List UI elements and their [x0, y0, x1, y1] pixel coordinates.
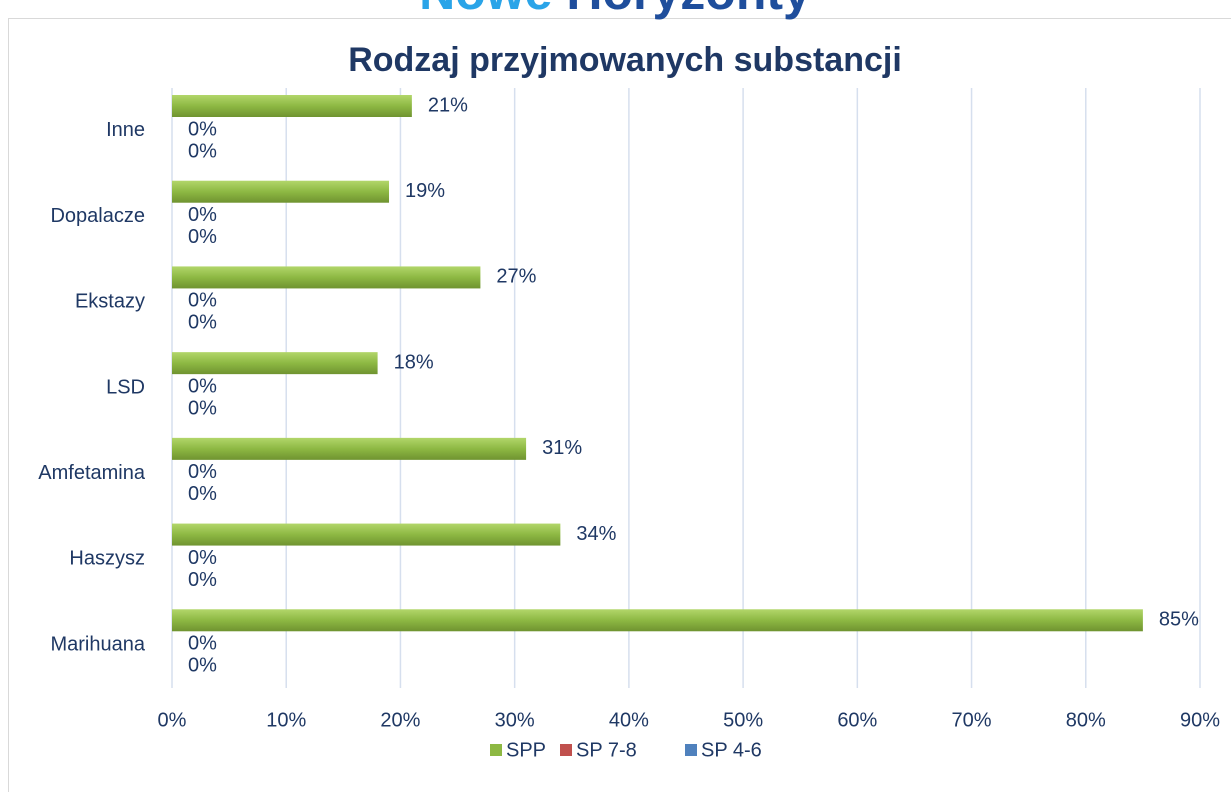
data-label: 0%	[188, 569, 217, 591]
x-tick-label: 40%	[609, 709, 649, 731]
bar	[172, 609, 1143, 632]
data-label: 85%	[1159, 609, 1199, 631]
y-tick-label: Inne	[106, 119, 145, 141]
y-tick-label: Dopalacze	[50, 205, 145, 227]
bar	[172, 266, 481, 289]
data-label: 21%	[428, 94, 468, 116]
y-tick-label: Amfetamina	[38, 462, 146, 484]
x-tick-label: 30%	[495, 709, 535, 731]
data-label: 0%	[188, 140, 217, 162]
y-tick-label: Marihuana	[50, 633, 145, 655]
legend-swatch	[490, 744, 502, 756]
y-tick-label: LSD	[106, 376, 145, 398]
x-tick-label: 60%	[837, 709, 877, 731]
bar	[172, 95, 412, 117]
data-label: 0%	[188, 633, 217, 655]
data-label: 0%	[188, 204, 217, 226]
data-label: 27%	[496, 266, 536, 288]
x-tick-label: 50%	[723, 709, 763, 731]
data-label: 18%	[394, 351, 434, 373]
legend-swatch	[685, 744, 697, 756]
x-tick-label: 0%	[158, 709, 187, 731]
x-tick-label: 80%	[1066, 709, 1106, 731]
legend-swatch	[560, 744, 572, 756]
data-label: 34%	[576, 523, 616, 545]
data-label: 0%	[188, 655, 217, 677]
y-tick-label: Ekstazy	[75, 291, 145, 313]
data-label: 0%	[188, 375, 217, 397]
x-tick-label: 90%	[1180, 709, 1220, 731]
x-tick-label: 20%	[380, 709, 420, 731]
legend-label: SPP	[506, 739, 546, 761]
data-label: 0%	[188, 397, 217, 419]
y-tick-label: Haszysz	[69, 548, 145, 570]
data-label: 0%	[188, 483, 217, 505]
legend-label: SP 7-8	[576, 739, 637, 761]
data-label: 0%	[188, 461, 217, 483]
data-label: 0%	[188, 226, 217, 248]
data-label: 0%	[188, 290, 217, 312]
bar	[172, 352, 378, 375]
data-label: 19%	[405, 180, 445, 202]
header-word: Horyzonty	[566, 0, 811, 20]
data-label: 0%	[188, 118, 217, 140]
chart-title: Rodzaj przyjmowanych substancji	[348, 41, 902, 79]
legend-label: SP 4-6	[701, 739, 762, 761]
data-label: 31%	[542, 437, 582, 459]
data-label: 0%	[188, 312, 217, 334]
header: Nowe Horyzonty	[419, 0, 811, 20]
bar	[172, 180, 390, 203]
x-tick-label: 10%	[266, 709, 306, 731]
data-label: 0%	[188, 547, 217, 569]
x-tick-label: 70%	[952, 709, 992, 731]
bar	[172, 523, 561, 546]
chart-border	[8, 18, 1231, 792]
bar	[172, 437, 527, 460]
header-word: Nowe	[419, 0, 552, 20]
